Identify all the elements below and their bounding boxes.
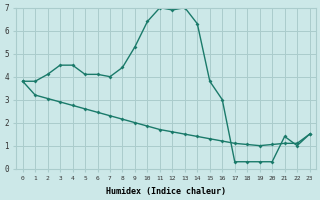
X-axis label: Humidex (Indice chaleur): Humidex (Indice chaleur)	[106, 187, 226, 196]
